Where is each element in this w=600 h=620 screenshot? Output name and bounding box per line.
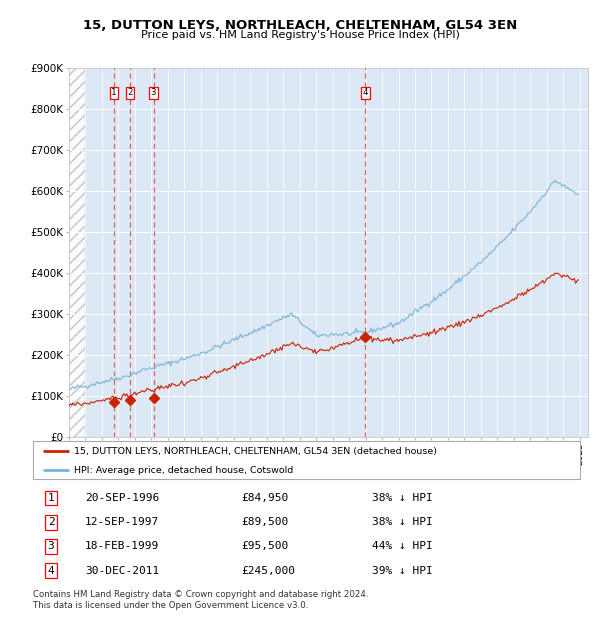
Text: £89,500: £89,500 (241, 517, 288, 527)
Text: 44% ↓ HPI: 44% ↓ HPI (372, 541, 433, 551)
Text: 12-SEP-1997: 12-SEP-1997 (85, 517, 159, 527)
Text: 4: 4 (47, 565, 55, 575)
Text: 1: 1 (111, 88, 116, 97)
Text: 38% ↓ HPI: 38% ↓ HPI (372, 517, 433, 527)
Text: 2: 2 (127, 88, 133, 97)
Text: 20-SEP-1996: 20-SEP-1996 (85, 493, 159, 503)
Bar (69, 68, 85, 437)
Text: 1: 1 (47, 493, 55, 503)
Text: 2: 2 (47, 517, 55, 527)
Text: 38% ↓ HPI: 38% ↓ HPI (372, 493, 433, 503)
Text: 30-DEC-2011: 30-DEC-2011 (85, 565, 159, 575)
Text: 18-FEB-1999: 18-FEB-1999 (85, 541, 159, 551)
Text: £245,000: £245,000 (241, 565, 295, 575)
Text: 4: 4 (363, 88, 368, 97)
Text: Contains HM Land Registry data © Crown copyright and database right 2024.
This d: Contains HM Land Registry data © Crown c… (33, 590, 368, 609)
FancyBboxPatch shape (33, 441, 580, 479)
Text: 15, DUTTON LEYS, NORTHLEACH, CHELTENHAM, GL54 3EN: 15, DUTTON LEYS, NORTHLEACH, CHELTENHAM,… (83, 19, 517, 32)
Text: 39% ↓ HPI: 39% ↓ HPI (372, 565, 433, 575)
Text: 3: 3 (47, 541, 55, 551)
Text: £84,950: £84,950 (241, 493, 288, 503)
Text: Price paid vs. HM Land Registry's House Price Index (HPI): Price paid vs. HM Land Registry's House … (140, 30, 460, 40)
Text: HPI: Average price, detached house, Cotswold: HPI: Average price, detached house, Cots… (74, 466, 293, 474)
Text: £95,500: £95,500 (241, 541, 288, 551)
Text: 15, DUTTON LEYS, NORTHLEACH, CHELTENHAM, GL54 3EN (detached house): 15, DUTTON LEYS, NORTHLEACH, CHELTENHAM,… (74, 447, 437, 456)
Text: 3: 3 (151, 88, 156, 97)
